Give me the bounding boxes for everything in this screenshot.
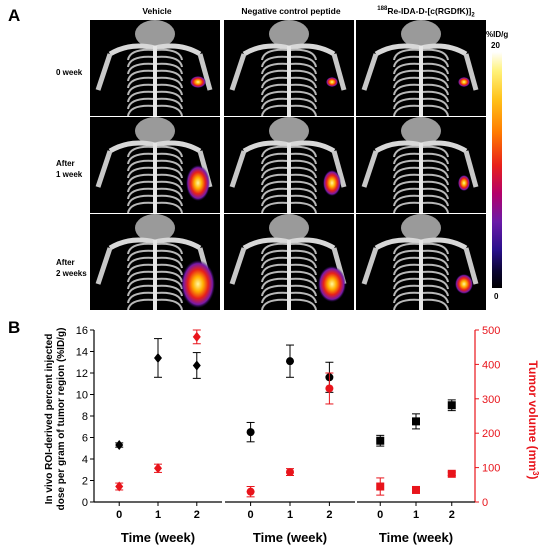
x-tick-label: 1 — [287, 509, 293, 521]
right-y-tick-label: 0 — [482, 497, 488, 509]
data-point — [115, 481, 124, 492]
spect-ct-image-vehicle-1-week — [90, 117, 220, 213]
panel-b-label: B — [8, 318, 21, 337]
row-label-line: 0 week — [56, 68, 83, 77]
row-label-line: After — [56, 258, 75, 267]
x-axis-title: Time (week) — [253, 530, 327, 545]
column-header-negative-control: Negative control peptide — [241, 6, 341, 16]
right-y-tick-label: 100 — [482, 463, 500, 475]
spect-ct-image-rgd-peptide-1-week — [356, 117, 486, 213]
compound-name: Re-IDA-D-[c(RGDfK)] — [387, 6, 472, 16]
left-y-tick-label: 4 — [82, 454, 88, 466]
row-label-line: 2 weeks — [56, 269, 87, 278]
right-y-tick-label: 400 — [482, 359, 500, 371]
left-y-tick-label: 16 — [76, 325, 88, 337]
x-axis-title: Time (week) — [121, 530, 195, 545]
x-tick-label: 2 — [449, 509, 455, 521]
x-tick-label: 0 — [377, 509, 383, 521]
x-tick-label: 0 — [248, 509, 254, 521]
data-point — [325, 384, 334, 393]
colorbar-unit: %ID/g — [486, 30, 509, 39]
spect-ct-image-rgd-peptide-2-weeks — [356, 214, 486, 310]
data-point — [447, 401, 456, 410]
y-axis-title-line-1: In vivo ROI-derived percent injected — [44, 334, 55, 505]
data-point — [192, 360, 201, 371]
data-point — [115, 440, 124, 451]
left-y-tick-label: 12 — [76, 368, 88, 380]
data-point — [412, 485, 420, 494]
data-point — [286, 468, 294, 477]
spect-ct-image-vehicle-2-weeks — [90, 214, 220, 310]
x-tick-label: 0 — [116, 509, 122, 521]
x-tick-label: 1 — [155, 509, 161, 521]
x-axis-title: Time (week) — [379, 530, 453, 545]
data-point — [376, 482, 385, 491]
isotope-superscript: 188 — [377, 6, 388, 13]
right-y-tick-label: 500 — [482, 325, 500, 337]
x-tick-label: 2 — [326, 509, 332, 521]
left-y-tick-label: 6 — [82, 433, 88, 445]
spect-ct-image-vehicle-0-week — [90, 20, 220, 116]
column-header-vehicle: Vehicle — [142, 6, 172, 16]
data-point — [246, 487, 255, 496]
data-point — [154, 352, 162, 363]
row-label-0-week: 0 week — [56, 67, 82, 78]
x-tick-label: 2 — [194, 509, 200, 521]
left-y-tick-label: 14 — [76, 347, 88, 359]
data-point — [412, 417, 420, 426]
compound-subscript: 2 — [471, 12, 475, 19]
right-y-tick-label: 300 — [482, 394, 500, 406]
data-point — [286, 357, 294, 366]
colorbar-min: 0 — [494, 292, 499, 301]
left-y-tick-label: 2 — [82, 476, 88, 488]
row-label-2-weeks: After 2 weeks — [56, 257, 87, 279]
spect-ct-image-negative-control-1-week — [224, 117, 354, 213]
spect-ct-image-rgd-peptide-0-week — [356, 20, 486, 116]
right-axis-title: Tumor volume (mm3) — [526, 361, 541, 480]
colorbar-gradient — [492, 52, 502, 288]
data-point — [246, 428, 255, 437]
column-header-rgd-peptide: 188Re-IDA-D-[c(RGDfK)]2 — [356, 6, 496, 19]
y-axis-title-line-2: dose per gram of tumor region (%ID/g) — [56, 328, 67, 511]
left-y-tick-label: 0 — [82, 497, 88, 509]
colorbar-max: 20 — [491, 41, 500, 50]
right-y-tick-label: 200 — [482, 428, 500, 440]
tumor-uptake-chart: In vivo ROI-derived percent injected dos… — [44, 325, 541, 545]
spect-ct-image-negative-control-2-weeks — [224, 214, 354, 310]
data-point — [447, 469, 456, 478]
spect-ct-image-negative-control-0-week — [224, 20, 354, 116]
data-point — [192, 331, 201, 342]
row-label-line: After — [56, 159, 75, 168]
left-y-tick-label: 10 — [76, 390, 88, 402]
row-label-line: 1 week — [56, 170, 83, 179]
data-point — [154, 463, 162, 474]
left-y-tick-label: 8 — [82, 411, 88, 423]
x-tick-label: 1 — [413, 509, 419, 521]
row-label-1-week: After 1 week — [56, 158, 82, 180]
data-point — [376, 436, 385, 445]
panel-a-label: A — [8, 6, 21, 25]
